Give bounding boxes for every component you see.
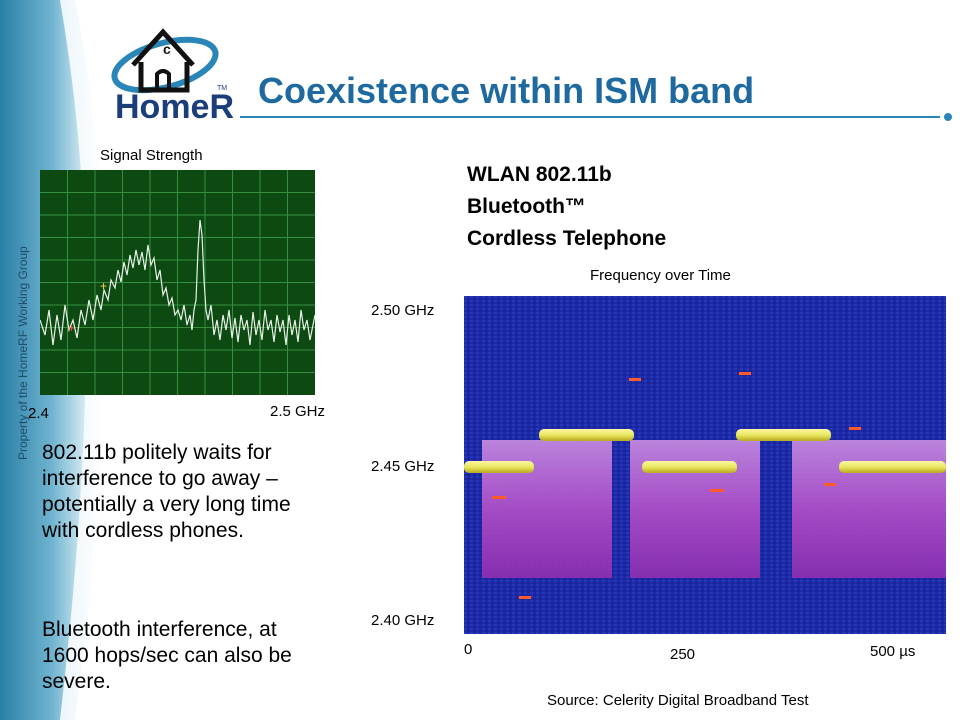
waterfall-x-tick-start: 0 [464,641,473,658]
logo-tm: TM [217,85,227,92]
svg-text:+: + [68,321,75,335]
cordless-bursts [464,429,946,473]
paragraph-bluetooth: Bluetooth interference, at 1600 hops/sec… [42,618,292,693]
spectrum-plot: + + [40,170,315,395]
waterfall-y-tick-top: 2.50 GHz [371,302,435,319]
spectrum-grid [40,170,315,395]
waterfall-plot [464,296,946,634]
waterfall-label: Frequency over Time [590,267,731,284]
waterfall-y-tick-bottom: 2.40 GHz [371,612,435,629]
homerf-logo: c HomeRF TM [111,28,235,125]
spectrum-x-start: 2.4 [28,405,49,422]
waterfall-x-tick-mid: 250 [670,646,696,663]
source-credit: Source: Celerity Digital Broadband Test [547,692,809,709]
bluetooth-hops [492,372,861,599]
title-underline [240,113,952,121]
wlan-blocks [482,440,946,578]
spectrum-label: Signal Strength [100,147,203,164]
svg-text:+: + [100,279,107,293]
waterfall-x-tick-end: 500 µs [870,643,916,660]
paragraph-wlan: 802.11b politely waits for interference … [42,441,291,542]
legend-cordless: Cordless Telephone [467,227,667,250]
svg-text:c: c [163,41,171,57]
logo-wordmark: HomeRF [115,88,235,125]
page-title: Coexistence within ISM band [258,70,755,111]
legend-wlan: WLAN 802.11b [467,163,612,186]
waterfall-y-tick-mid: 2.45 GHz [371,458,435,475]
legend-bluetooth: Bluetooth™ [467,195,586,218]
spectrum-x-end: 2.5 GHz [270,403,326,420]
spectrum-trace [40,219,315,346]
